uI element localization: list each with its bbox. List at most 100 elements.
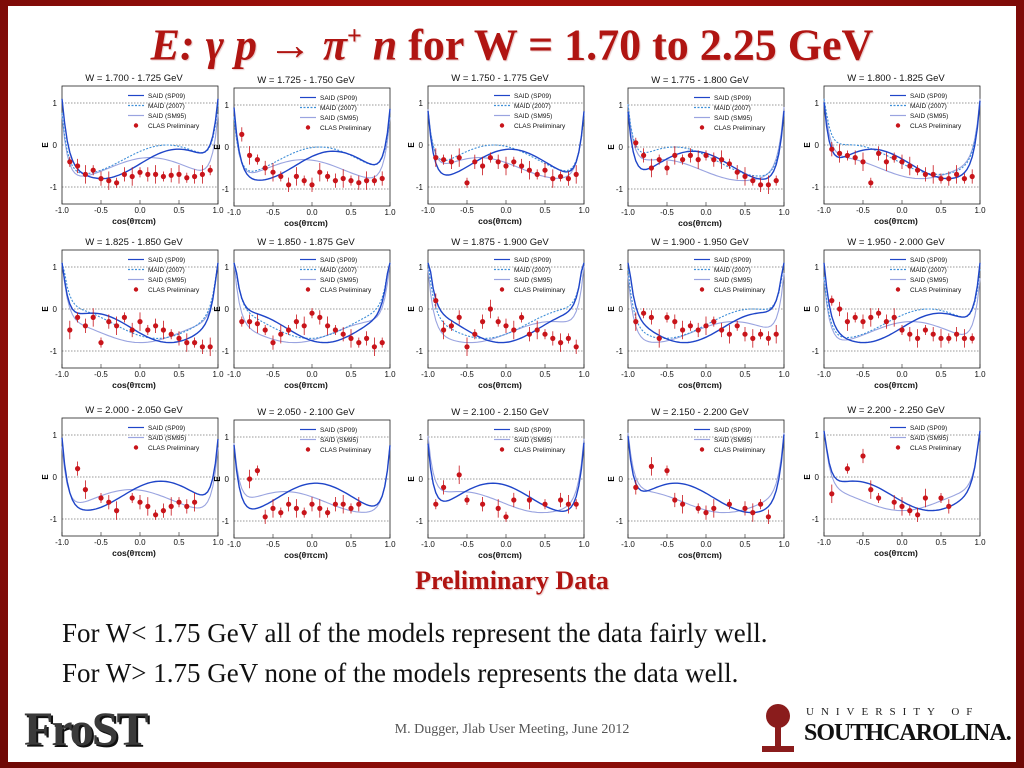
clas-data-point [734, 323, 740, 329]
clas-data-point [519, 163, 525, 169]
legend-label: CLAS Preliminary [148, 123, 200, 130]
legend-label: SAID (SM95) [148, 113, 186, 120]
x-tick-label: -0.5 [266, 370, 280, 379]
y-tick-label: -1 [616, 185, 624, 194]
chart-title: W = 1.750 - 1.775 GeV [451, 73, 549, 84]
clas-data-point [364, 335, 370, 341]
legend-label: CLAS Preliminary [910, 123, 962, 130]
legend-label: SAID (SP09) [910, 257, 947, 264]
x-tick-label: -0.5 [94, 370, 108, 379]
clas-data-point [726, 331, 732, 337]
clas-data-point [664, 165, 670, 171]
y-axis-label: E [41, 142, 50, 148]
clas-data-point [765, 514, 771, 520]
clas-data-point [758, 331, 764, 337]
x-tick-label: -1.0 [817, 206, 831, 215]
clas-data-point [922, 171, 928, 177]
x-tick-label: -0.5 [460, 206, 474, 215]
clas-data-point [946, 176, 952, 182]
chart-title: W = 1.700 - 1.725 GeV [85, 73, 183, 84]
y-tick-label: 0 [225, 143, 230, 152]
y-tick-label: 1 [53, 431, 58, 440]
clas-data-point [199, 344, 205, 350]
y-axis-label: E [213, 144, 222, 150]
x-axis-label: cos(θπcm) [874, 216, 918, 226]
clas-data-point [270, 505, 276, 511]
clas-data-point [558, 497, 564, 503]
clas-data-point [160, 508, 166, 514]
legend-label: SAID (SM95) [320, 437, 358, 444]
y-axis-label: E [407, 306, 416, 312]
clas-data-point [891, 155, 897, 161]
legend-label: CLAS Preliminary [148, 287, 200, 294]
legend-label: CLAS Preliminary [910, 287, 962, 294]
clas-data-point [456, 314, 462, 320]
y-tick-label: 0 [815, 473, 820, 482]
footer-credit: M. Dugger, Jlab User Meeting, June 2012 [394, 722, 630, 737]
y-tick-label: 1 [419, 99, 424, 108]
clas-data-point [946, 503, 952, 509]
clas-data-point [891, 314, 897, 320]
clas-data-point [899, 327, 905, 333]
clas-data-point [726, 501, 732, 507]
x-tick-label: -0.5 [856, 370, 870, 379]
clas-data-point [254, 157, 260, 163]
chart-svg: W = 1.725 - 1.750 GeV 1 0 -1 E -1.0 -0.5 0.0 0.5… [213, 75, 396, 228]
usc-logo: UNIVERSITY OF SOUTHCAROLINA. [752, 698, 1012, 756]
said-sp09-curve [61, 98, 219, 180]
clas-data-point [711, 319, 717, 325]
clas-data-point [558, 340, 564, 346]
legend-label: MAID (2007) [910, 103, 947, 110]
x-tick-label: 0.0 [896, 538, 908, 547]
x-tick-label: 1.0 [384, 208, 396, 217]
y-axis-label: E [607, 144, 616, 150]
said-sp09-curve [61, 437, 219, 511]
clas-data-point [534, 171, 540, 177]
clas-data-point [145, 327, 151, 333]
clas-data-point [742, 505, 748, 511]
usc-university-label: UNIVERSITY OF [806, 706, 980, 718]
clas-data-point [883, 319, 889, 325]
x-tick-label: 0.5 [539, 370, 551, 379]
clas-data-point [526, 497, 532, 503]
clas-data-point [480, 319, 486, 325]
clas-data-point [325, 510, 331, 516]
clas-data-point [153, 323, 159, 329]
legend-label: SAID (SM95) [514, 277, 552, 284]
x-axis-label: cos(θπcm) [112, 548, 156, 558]
y-tick-label: -1 [416, 183, 424, 192]
x-tick-label: -1.0 [817, 538, 831, 547]
slide: E: γ p → π+ n for W = 1.70 to 2.25 GeV W… [8, 6, 1016, 762]
clas-data-point [286, 327, 292, 333]
x-axis-label: cos(θπcm) [284, 380, 328, 390]
clas-data-point [938, 176, 944, 182]
chart-svg: W = 1.800 - 1.825 GeV 1 0 -1 E -1.0 -0.5 0.0 0.5… [803, 73, 986, 226]
y-tick-label: 1 [815, 431, 820, 440]
x-axis-label: cos(θπcm) [678, 550, 722, 560]
clas-data-point [487, 306, 493, 312]
clas-data-point [168, 331, 174, 337]
legend-label: SAID (SM95) [514, 113, 552, 120]
legend-label: MAID (2007) [320, 105, 357, 112]
chart-panel: W = 2.200 - 2.250 GeV 1 0 -1 E -1.0 -0.5 0.0 0.5… [798, 402, 994, 564]
clas-data-point [192, 173, 198, 180]
legend-marker [499, 447, 505, 452]
clas-data-point [90, 314, 96, 320]
clas-data-point [773, 178, 779, 184]
conclusion-line-2: For W> 1.75 GeV none of the models repre… [62, 658, 739, 688]
clas-data-point [254, 468, 260, 474]
y-tick-label: 0 [53, 141, 58, 150]
clas-data-point [656, 335, 662, 341]
clas-data-point [969, 173, 975, 180]
clas-data-point [247, 319, 253, 325]
clas-data-point [153, 512, 159, 518]
x-tick-label: 1.0 [778, 540, 790, 549]
clas-data-point [844, 319, 850, 325]
legend-label: SAID (SP09) [910, 93, 947, 100]
clas-data-point [961, 176, 967, 182]
legend-label: SAID (SM95) [714, 277, 752, 284]
legend-label: MAID (2007) [148, 267, 185, 274]
said-sm95-curve [233, 116, 391, 179]
said-sp09-curve [233, 262, 391, 344]
legend-label: SAID (SM95) [148, 435, 186, 442]
